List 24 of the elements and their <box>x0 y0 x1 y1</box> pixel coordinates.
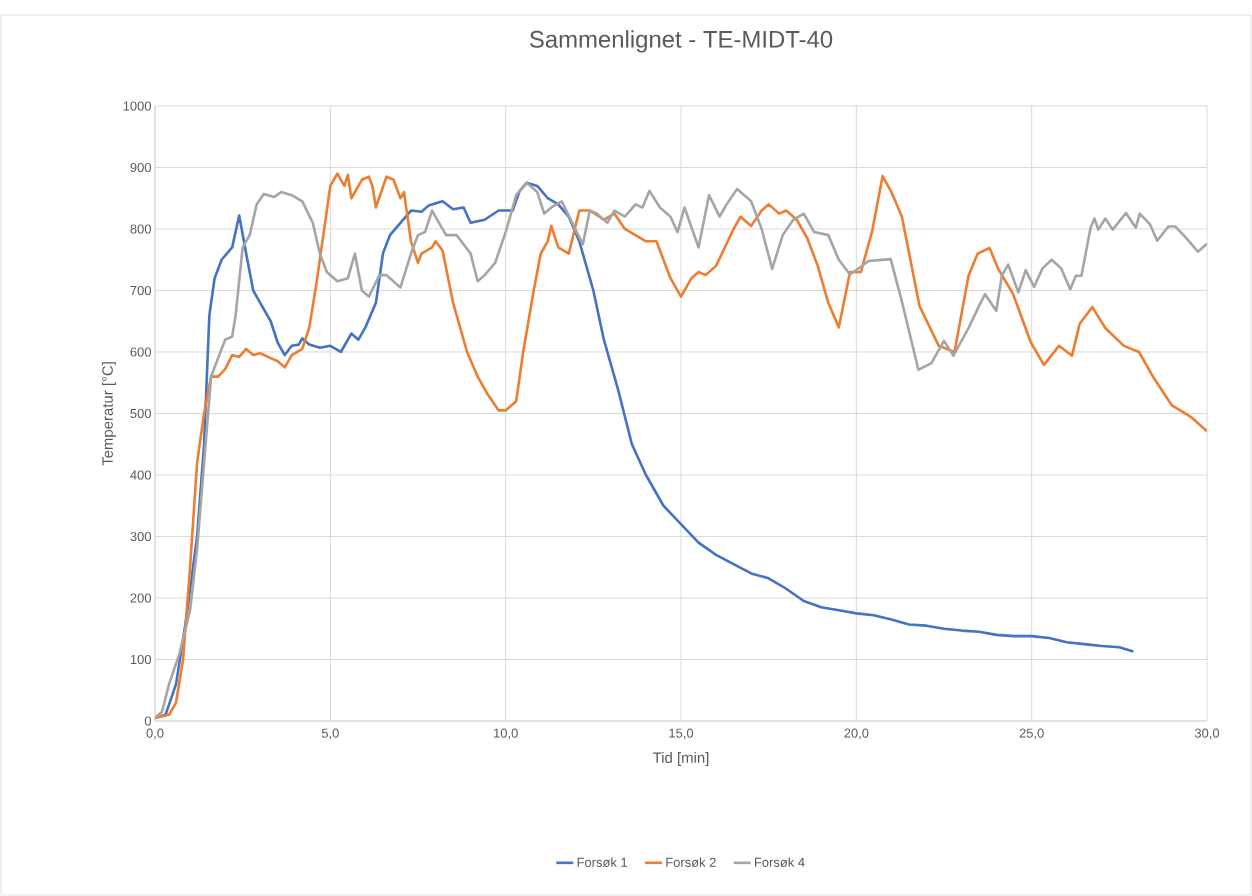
y-tick-label: 900 <box>130 162 151 173</box>
x-axis-title: Tid [min] <box>652 752 709 766</box>
y-tick-label: 200 <box>130 593 151 603</box>
x-tick-label: 25,0 <box>1019 728 1044 740</box>
x-tick-label: 5,0 <box>321 728 339 740</box>
y-tick-label: 400 <box>130 470 151 480</box>
legend-label: Forsøk 4 <box>755 857 805 868</box>
y-tick-label: 600 <box>130 347 151 357</box>
y-tick-label: 0 <box>144 716 151 726</box>
x-tick-label: 15,0 <box>669 728 694 740</box>
y-tick-label: 1000 <box>123 101 151 111</box>
legend-label: Forsøk 1 <box>577 857 628 868</box>
x-tick-label: 20,0 <box>844 728 869 740</box>
y-tick-label: 800 <box>130 224 151 234</box>
x-tick-label: 0,0 <box>146 728 164 740</box>
x-tick-label: 30,0 <box>1194 728 1220 740</box>
chart-title: Sammenlignet - TE-MIDT-40 <box>529 30 833 53</box>
y-tick-label: 700 <box>130 285 151 296</box>
y-axis-title: Temperatur [°C] <box>101 362 116 466</box>
y-tick-label: 100 <box>130 654 151 665</box>
y-tick-label: 500 <box>130 408 151 419</box>
x-tick-label: 10,0 <box>494 728 518 740</box>
legend-label: Forsøk 2 <box>666 857 716 868</box>
y-tick-label: 300 <box>130 531 151 542</box>
